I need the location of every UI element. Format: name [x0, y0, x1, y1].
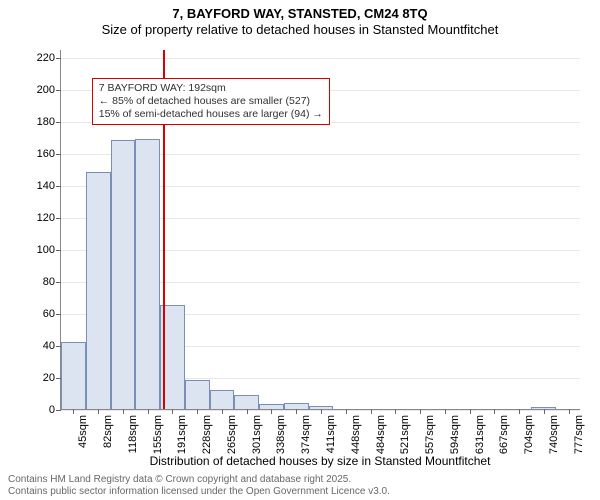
- ytick-mark: [56, 282, 61, 283]
- ytick-mark: [56, 186, 61, 187]
- plot-region: 02040608010012014016018020022045sqm82sqm…: [60, 50, 580, 410]
- ytick-label: 80: [43, 276, 55, 288]
- ytick-label: 220: [37, 52, 55, 64]
- annotation-line: 15% of semi-detached houses are larger (…: [99, 108, 323, 121]
- bar: [185, 380, 210, 409]
- xtick-mark: [395, 409, 396, 414]
- xtick-label: 228sqm: [201, 415, 213, 454]
- ytick-mark: [56, 218, 61, 219]
- annotation-line: ← 85% of detached houses are smaller (52…: [99, 95, 323, 108]
- xtick-mark: [296, 409, 297, 414]
- xtick-mark: [98, 409, 99, 414]
- xtick-mark: [321, 409, 322, 414]
- xtick-label: 484sqm: [375, 415, 387, 454]
- xtick-label: 667sqm: [498, 415, 510, 454]
- x-axis-label: Distribution of detached houses by size …: [150, 454, 491, 468]
- attribution-line2: Contains public sector information licen…: [8, 486, 592, 498]
- xtick-label: 338sqm: [275, 415, 287, 454]
- xtick-mark: [470, 409, 471, 414]
- xtick-label: 594sqm: [449, 415, 461, 454]
- ytick-label: 180: [37, 116, 55, 128]
- xtick-label: 704sqm: [523, 415, 535, 454]
- ytick-mark: [56, 250, 61, 251]
- ytick-label: 200: [37, 84, 55, 96]
- xtick-mark: [222, 409, 223, 414]
- xtick-mark: [172, 409, 173, 414]
- bar: [86, 172, 111, 409]
- xtick-label: 118sqm: [127, 415, 139, 453]
- ytick-mark: [56, 154, 61, 155]
- chart-title: 7, BAYFORD WAY, STANSTED, CM24 8TQ: [0, 0, 600, 22]
- xtick-label: 777sqm: [573, 415, 585, 454]
- xtick-label: 82sqm: [102, 415, 114, 448]
- ytick-label: 140: [37, 180, 55, 192]
- bar: [111, 140, 136, 409]
- ytick-label: 120: [37, 212, 55, 224]
- ytick-label: 160: [37, 148, 55, 160]
- xtick-mark: [519, 409, 520, 414]
- xtick-label: 374sqm: [300, 415, 312, 454]
- chart-area: 02040608010012014016018020022045sqm82sqm…: [60, 50, 580, 410]
- xtick-label: 265sqm: [226, 415, 238, 454]
- ytick-label: 100: [37, 244, 55, 256]
- annotation-box: 7 BAYFORD WAY: 192sqm← 85% of detached h…: [92, 78, 330, 125]
- xtick-mark: [247, 409, 248, 414]
- xtick-label: 155sqm: [152, 415, 164, 454]
- xtick-mark: [445, 409, 446, 414]
- ytick-mark: [56, 122, 61, 123]
- xtick-label: 448sqm: [350, 415, 362, 454]
- ytick-mark: [56, 410, 61, 411]
- ytick-label: 0: [49, 404, 55, 416]
- xtick-mark: [371, 409, 372, 414]
- ytick-label: 20: [43, 372, 55, 384]
- xtick-mark: [197, 409, 198, 414]
- xtick-label: 45sqm: [77, 415, 89, 448]
- xtick-mark: [420, 409, 421, 414]
- xtick-label: 411sqm: [325, 415, 337, 453]
- gridline: [61, 58, 580, 59]
- xtick-label: 521sqm: [399, 415, 411, 454]
- ytick-label: 40: [43, 340, 55, 352]
- xtick-mark: [73, 409, 74, 414]
- xtick-mark: [148, 409, 149, 414]
- bar: [234, 395, 259, 409]
- ytick-label: 60: [43, 308, 55, 320]
- xtick-label: 631sqm: [474, 415, 486, 454]
- bar: [61, 342, 86, 409]
- bar: [210, 390, 235, 409]
- xtick-mark: [494, 409, 495, 414]
- ytick-mark: [56, 314, 61, 315]
- title-line2: Size of property relative to detached ho…: [102, 22, 499, 37]
- xtick-mark: [271, 409, 272, 414]
- xtick-label: 557sqm: [424, 415, 436, 454]
- xtick-mark: [569, 409, 570, 414]
- xtick-label: 301sqm: [251, 415, 263, 454]
- attribution-line1: Contains HM Land Registry data © Crown c…: [8, 474, 592, 486]
- xtick-mark: [544, 409, 545, 414]
- ytick-mark: [56, 90, 61, 91]
- bar: [135, 139, 160, 409]
- ytick-mark: [56, 58, 61, 59]
- annotation-line: 7 BAYFORD WAY: 192sqm: [99, 82, 323, 95]
- attribution-text: Contains HM Land Registry data © Crown c…: [0, 474, 600, 498]
- xtick-mark: [346, 409, 347, 414]
- chart-subtitle: Size of property relative to detached ho…: [0, 22, 600, 38]
- xtick-label: 191sqm: [176, 415, 188, 454]
- xtick-label: 740sqm: [548, 415, 560, 454]
- title-line1: 7, BAYFORD WAY, STANSTED, CM24 8TQ: [172, 6, 427, 21]
- xtick-mark: [123, 409, 124, 414]
